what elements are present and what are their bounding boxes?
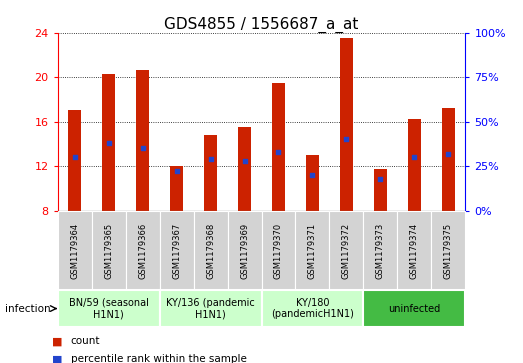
Text: GSM1179375: GSM1179375 xyxy=(444,223,453,278)
Point xyxy=(138,145,146,151)
Point xyxy=(241,158,249,164)
Point xyxy=(275,149,283,155)
Text: GSM1179365: GSM1179365 xyxy=(104,223,113,278)
Bar xyxy=(237,127,252,211)
Bar xyxy=(340,38,353,211)
Bar xyxy=(305,155,319,211)
Text: ■: ■ xyxy=(52,354,63,363)
Bar xyxy=(194,211,228,290)
Bar xyxy=(160,290,262,327)
Point xyxy=(411,154,419,160)
Text: ■: ■ xyxy=(52,336,63,346)
Text: percentile rank within the sample: percentile rank within the sample xyxy=(71,354,246,363)
Point xyxy=(445,151,453,156)
Bar xyxy=(363,290,465,327)
Bar xyxy=(363,211,397,290)
Bar xyxy=(58,211,92,290)
Text: count: count xyxy=(71,336,100,346)
Bar xyxy=(204,135,218,211)
Point xyxy=(105,140,113,146)
Bar xyxy=(272,83,286,211)
Bar xyxy=(397,211,431,290)
Bar xyxy=(228,211,262,290)
Text: GSM1179364: GSM1179364 xyxy=(70,223,79,278)
Text: GSM1179369: GSM1179369 xyxy=(240,223,249,278)
Bar xyxy=(92,211,126,290)
Bar xyxy=(126,211,160,290)
Bar xyxy=(329,211,363,290)
Text: infection: infection xyxy=(5,303,51,314)
Bar xyxy=(431,211,465,290)
Bar xyxy=(58,290,160,327)
Text: KY/136 (pandemic
H1N1): KY/136 (pandemic H1N1) xyxy=(166,298,255,319)
Point xyxy=(70,154,78,160)
Title: GDS4855 / 1556687_a_at: GDS4855 / 1556687_a_at xyxy=(164,16,359,33)
Point xyxy=(206,156,215,162)
Bar xyxy=(101,74,116,211)
Text: KY/180
(pandemicH1N1): KY/180 (pandemicH1N1) xyxy=(271,298,354,319)
Text: GSM1179367: GSM1179367 xyxy=(172,223,181,278)
Point xyxy=(309,172,317,178)
Text: GSM1179371: GSM1179371 xyxy=(308,223,317,278)
Text: uninfected: uninfected xyxy=(389,303,440,314)
Text: GSM1179373: GSM1179373 xyxy=(376,223,385,278)
Bar xyxy=(262,211,295,290)
Bar xyxy=(67,110,82,211)
Text: GSM1179372: GSM1179372 xyxy=(342,223,351,278)
Bar xyxy=(408,119,422,211)
Text: BN/59 (seasonal
H1N1): BN/59 (seasonal H1N1) xyxy=(69,298,149,319)
Bar xyxy=(295,211,329,290)
Point xyxy=(343,136,351,142)
Bar xyxy=(262,290,363,327)
Point xyxy=(173,168,181,174)
Text: GSM1179368: GSM1179368 xyxy=(206,223,215,278)
Bar xyxy=(160,211,194,290)
Bar xyxy=(442,108,456,211)
Text: GSM1179366: GSM1179366 xyxy=(138,223,147,278)
Bar xyxy=(374,170,388,211)
Point xyxy=(377,176,385,182)
Text: GSM1179370: GSM1179370 xyxy=(274,223,283,278)
Bar xyxy=(169,166,184,211)
Bar xyxy=(136,70,150,211)
Text: GSM1179374: GSM1179374 xyxy=(410,223,419,278)
